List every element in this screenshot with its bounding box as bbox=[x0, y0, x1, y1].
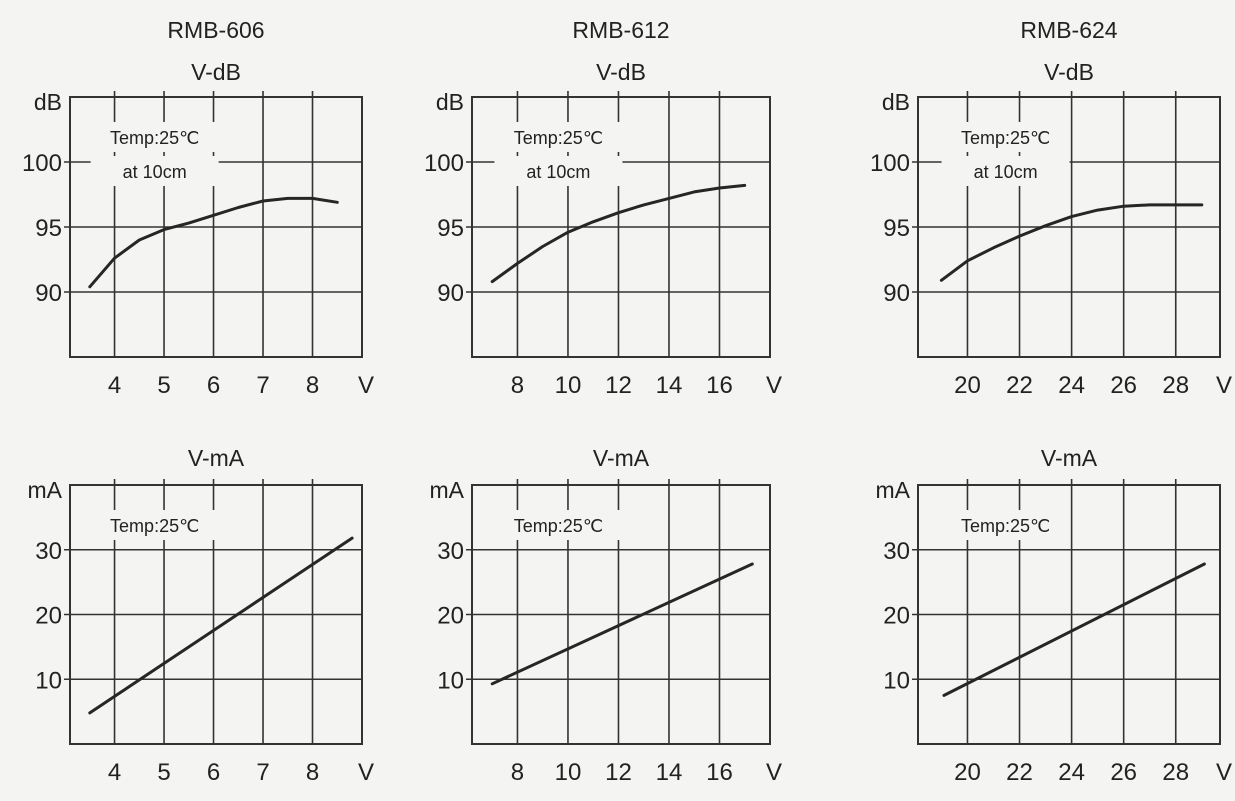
chart-panel-1: RMB-612 V-dB 90 95 100 dB 8 10 12 14 16 V Temp:25℃ at… bbox=[424, 17, 782, 399]
chart-subtitle: V-dB bbox=[596, 59, 646, 85]
x-tick-label: 7 bbox=[256, 372, 269, 399]
x-tick-label: 8 bbox=[306, 759, 319, 786]
annotation-backdrop bbox=[941, 122, 1070, 152]
annotation-backdrop bbox=[494, 156, 623, 186]
annotation-backdrop bbox=[90, 122, 219, 152]
annotation-text: at 10cm bbox=[123, 162, 187, 182]
x-tick-label: 12 bbox=[605, 372, 632, 399]
x-tick-label: 24 bbox=[1058, 372, 1085, 399]
x-tick-label: 14 bbox=[656, 759, 683, 786]
x-tick-label: 28 bbox=[1162, 759, 1189, 786]
x-tick-label: 7 bbox=[256, 759, 269, 786]
y-axis-label: mA bbox=[430, 477, 465, 503]
y-tick-label: 100 bbox=[22, 150, 62, 177]
x-tick-label: 26 bbox=[1110, 372, 1137, 399]
annotation-backdrop bbox=[494, 510, 623, 540]
x-tick-label: 10 bbox=[555, 372, 582, 399]
chart-title: RMB-606 bbox=[167, 17, 264, 43]
x-tick-label: 26 bbox=[1110, 759, 1137, 786]
chart-title: RMB-612 bbox=[572, 17, 669, 43]
x-axis-label: V bbox=[766, 759, 782, 786]
y-tick-label: 20 bbox=[35, 603, 62, 630]
annotation-text: Temp:25℃ bbox=[961, 516, 1050, 536]
x-tick-label: 28 bbox=[1162, 372, 1189, 399]
y-axis-label: mA bbox=[28, 477, 63, 503]
x-tick-label: 24 bbox=[1058, 759, 1085, 786]
x-axis-label: V bbox=[358, 372, 374, 399]
chart-subtitle: V-mA bbox=[1041, 445, 1098, 471]
x-tick-label: 22 bbox=[1006, 372, 1033, 399]
chart-subtitle: V-dB bbox=[1044, 59, 1094, 85]
data-series-line bbox=[88, 536, 354, 715]
y-tick-label: 10 bbox=[883, 667, 910, 694]
chart-panel-0: RMB-606 V-dB 90 95 100 dB 4 5 6 7 8 V Temp:25℃ at 10c… bbox=[22, 17, 374, 399]
annotation-backdrop bbox=[494, 122, 623, 152]
x-tick-label: 16 bbox=[706, 372, 733, 399]
y-tick-label: 100 bbox=[870, 150, 910, 177]
chart-panel-3: V-mA 10 20 30 mA 4 5 6 7 8 V Temp:25℃ bbox=[28, 445, 375, 786]
data-series-line bbox=[942, 562, 1206, 697]
y-axis-label: mA bbox=[876, 477, 911, 503]
x-tick-label: 5 bbox=[157, 372, 170, 399]
chart-panel-5: V-mA 10 20 30 mA 20 22 24 26 28 V Temp:25℃ bbox=[876, 445, 1233, 786]
chart-panel-2: RMB-624 V-dB 90 95 100 dB 20 22 24 26 28 V Temp:25℃ a… bbox=[870, 17, 1232, 399]
x-axis-label: V bbox=[1216, 372, 1232, 399]
x-tick-label: 5 bbox=[157, 759, 170, 786]
x-tick-label: 14 bbox=[656, 372, 683, 399]
y-tick-label: 100 bbox=[424, 150, 464, 177]
y-axis-label: dB bbox=[882, 89, 910, 115]
y-tick-label: 30 bbox=[437, 538, 464, 565]
x-axis-label: V bbox=[358, 759, 374, 786]
x-tick-label: 8 bbox=[306, 372, 319, 399]
chart-subtitle: V-mA bbox=[188, 445, 245, 471]
y-tick-label: 95 bbox=[35, 215, 62, 242]
y-tick-label: 30 bbox=[35, 538, 62, 565]
x-tick-label: 8 bbox=[511, 759, 524, 786]
annotation-backdrop bbox=[941, 156, 1070, 186]
y-tick-label: 90 bbox=[35, 280, 62, 307]
y-tick-label: 20 bbox=[883, 603, 910, 630]
y-tick-label: 10 bbox=[437, 667, 464, 694]
x-tick-label: 6 bbox=[207, 372, 220, 399]
annotation-backdrop bbox=[941, 510, 1070, 540]
y-tick-label: 30 bbox=[883, 538, 910, 565]
annotation-text: at 10cm bbox=[974, 162, 1038, 182]
annotation-text: Temp:25℃ bbox=[514, 516, 603, 536]
x-tick-label: 16 bbox=[706, 759, 733, 786]
y-tick-label: 95 bbox=[437, 215, 464, 242]
y-axis-label: dB bbox=[34, 89, 62, 115]
y-tick-label: 10 bbox=[35, 667, 62, 694]
chart-title: RMB-624 bbox=[1020, 17, 1117, 43]
annotation-text: Temp:25℃ bbox=[514, 128, 603, 148]
chart-panel-4: V-mA 10 20 30 mA 8 10 12 14 16 V Temp:25℃ bbox=[430, 445, 783, 786]
chart-subtitle: V-dB bbox=[191, 59, 241, 85]
x-tick-label: 10 bbox=[555, 759, 582, 786]
x-tick-label: 20 bbox=[954, 372, 981, 399]
y-tick-label: 20 bbox=[437, 603, 464, 630]
x-tick-label: 22 bbox=[1006, 759, 1033, 786]
x-tick-label: 6 bbox=[207, 759, 220, 786]
x-tick-label: 4 bbox=[108, 372, 121, 399]
annotation-text: Temp:25℃ bbox=[961, 128, 1050, 148]
x-tick-label: 12 bbox=[605, 759, 632, 786]
y-axis-label: dB bbox=[436, 89, 464, 115]
annotation-backdrop bbox=[90, 510, 219, 540]
x-axis-label: V bbox=[766, 372, 782, 399]
annotation-backdrop bbox=[90, 156, 219, 186]
annotation-text: Temp:25℃ bbox=[110, 516, 199, 536]
x-tick-label: 20 bbox=[954, 759, 981, 786]
data-series-line bbox=[490, 562, 754, 686]
chart-subtitle: V-mA bbox=[593, 445, 650, 471]
y-tick-label: 90 bbox=[883, 280, 910, 307]
annotation-text: Temp:25℃ bbox=[110, 128, 199, 148]
x-tick-label: 4 bbox=[108, 759, 121, 786]
x-axis-label: V bbox=[1216, 759, 1232, 786]
y-tick-label: 95 bbox=[883, 215, 910, 242]
x-tick-label: 8 bbox=[511, 372, 524, 399]
y-tick-label: 90 bbox=[437, 280, 464, 307]
annotation-text: at 10cm bbox=[526, 162, 590, 182]
